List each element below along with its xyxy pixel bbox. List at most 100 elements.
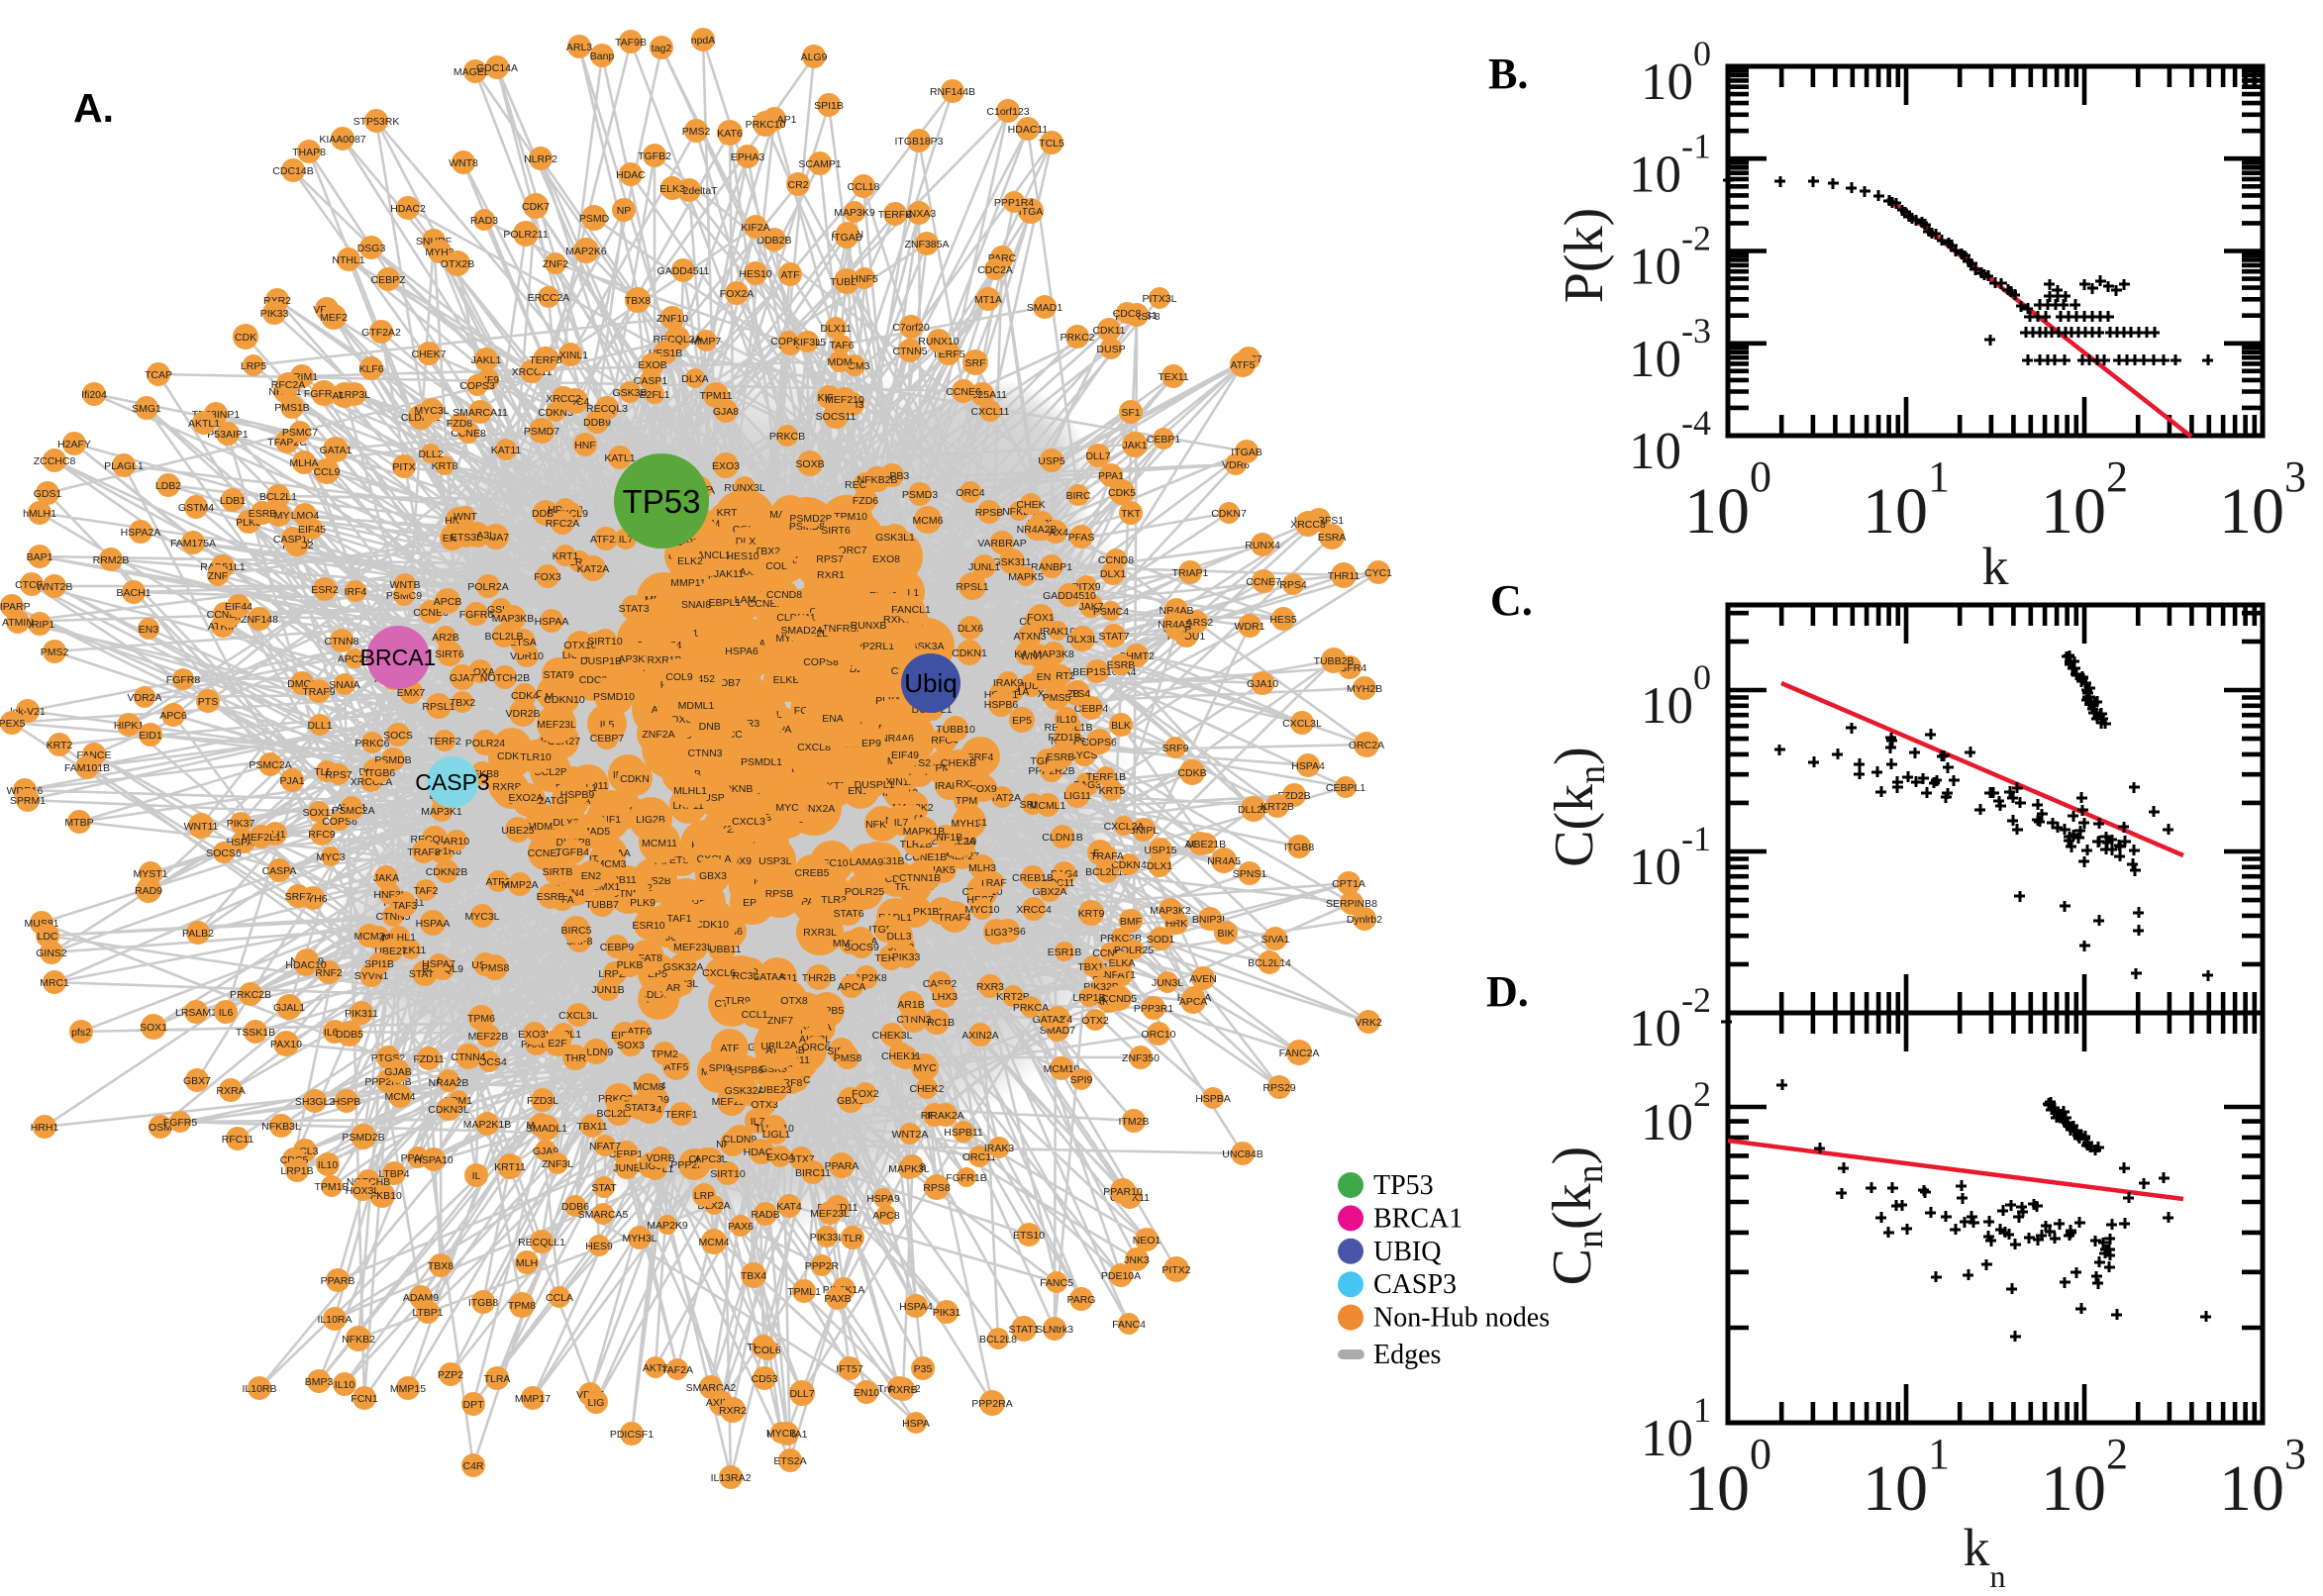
svg-text:CXCL3L: CXCL3L	[558, 1010, 598, 1022]
svg-text:ELKB: ELKB	[773, 674, 800, 686]
svg-text:SPI1B: SPI1B	[814, 100, 844, 112]
svg-text:NFAT1: NFAT1	[1104, 969, 1136, 981]
svg-text:MMP11: MMP11	[670, 577, 706, 589]
svg-text:ITGB8: ITGB8	[1284, 842, 1315, 853]
svg-text:DLL7: DLL7	[789, 1388, 814, 1400]
svg-text:STAT3: STAT3	[618, 603, 649, 615]
svg-text:KAT4: KAT4	[776, 1201, 802, 1213]
svg-text:CASP3: CASP3	[415, 769, 489, 795]
svg-text:CDKN1: CDKN1	[952, 648, 987, 659]
svg-text:MMP2A: MMP2A	[501, 879, 538, 891]
svg-text:WDR1: WDR1	[1235, 621, 1265, 633]
svg-text:AR1B: AR1B	[897, 999, 924, 1011]
svg-text:SMG1: SMG1	[132, 403, 161, 415]
svg-text:BAP1: BAP1	[27, 551, 53, 563]
svg-text:CHEK2: CHEK2	[909, 1083, 944, 1095]
svg-text:HNF5: HNF5	[851, 273, 878, 285]
svg-text:LDC: LDC	[37, 931, 57, 943]
svg-text:PLAGL1: PLAGL1	[104, 460, 144, 472]
svg-text:PPP2RA: PPP2RA	[971, 1398, 1012, 1410]
svg-text:EN: EN	[1037, 671, 1052, 683]
svg-text:VARBRAP: VARBRAP	[977, 538, 1026, 549]
svg-text:RPS8: RPS8	[923, 1182, 951, 1194]
svg-text:SPRM1: SPRM1	[10, 795, 46, 807]
svg-text:MAP3KB: MAP3KB	[492, 613, 535, 625]
svg-text:MCM8: MCM8	[634, 1081, 664, 1093]
svg-text:ARL3: ARL3	[566, 42, 592, 53]
svg-text:SPNS1: SPNS1	[1233, 868, 1267, 880]
svg-text:PTS: PTS	[198, 696, 218, 708]
svg-text:IL10: IL10	[1057, 714, 1077, 726]
svg-text:APCA: APCA	[838, 981, 866, 993]
svg-text:JAK5: JAK5	[930, 864, 955, 876]
svg-text:PRKC2: PRKC2	[1060, 332, 1094, 344]
svg-text:EXO8: EXO8	[872, 553, 900, 565]
svg-text:LHX3: LHX3	[932, 991, 958, 1003]
svg-text:RUNX4: RUNX4	[1245, 540, 1280, 551]
svg-text:PDE10A: PDE10A	[1101, 1270, 1141, 1282]
svg-text:RUNX3L: RUNX3L	[724, 482, 765, 494]
svg-text:MYST1: MYST1	[133, 868, 167, 880]
svg-text:GSK311: GSK311	[993, 556, 1032, 568]
svg-text:DLL2: DLL2	[418, 449, 443, 460]
svg-text:PRKC2B: PRKC2B	[230, 989, 271, 1001]
svg-text:DLXA: DLXA	[681, 373, 708, 385]
svg-text:SMARCA11: SMARCA11	[453, 407, 508, 419]
svg-text:CR2: CR2	[787, 179, 808, 191]
svg-text:MEF23L: MEF23L	[537, 719, 576, 731]
svg-text:HES5: HES5	[1269, 614, 1297, 626]
svg-text:HSPA10: HSPA10	[414, 1154, 454, 1166]
svg-text:BMP3: BMP3	[305, 1376, 334, 1388]
svg-text:Ubiq: Ubiq	[904, 668, 957, 698]
svg-text:AR10: AR10	[444, 836, 469, 848]
svg-text:CDK7: CDK7	[522, 201, 550, 213]
svg-text:HES10: HES10	[726, 550, 758, 562]
svg-text:FANC4: FANC4	[1112, 1319, 1146, 1331]
svg-text:GDS1: GDS1	[34, 488, 62, 500]
svg-text:C4R: C4R	[462, 1460, 483, 1472]
svg-text:TAF9B: TAF9B	[615, 37, 647, 49]
svg-text:E2FL1: E2FL1	[640, 389, 670, 401]
svg-text:RFC9: RFC9	[308, 829, 336, 841]
svg-text:OSM: OSM	[149, 1122, 172, 1134]
svg-text:TCAP: TCAP	[145, 369, 172, 381]
svg-text:BACH1: BACH1	[116, 587, 151, 599]
svg-text:SIRT6: SIRT6	[821, 525, 851, 537]
svg-text:MCM11: MCM11	[642, 838, 677, 849]
svg-text:DLL3: DLL3	[886, 931, 911, 943]
svg-text:ESR2: ESR2	[311, 584, 339, 596]
svg-text:CDKN3: CDKN3	[538, 407, 573, 419]
svg-text:MYC10: MYC10	[964, 904, 999, 916]
svg-text:NTHL1: NTHL1	[332, 254, 364, 266]
svg-text:HSPAA: HSPAA	[416, 918, 451, 930]
svg-text:PRKC6: PRKC6	[354, 738, 389, 749]
svg-text:CDKN2B: CDKN2B	[426, 866, 468, 878]
svg-text:BIRC: BIRC	[1065, 490, 1091, 502]
svg-text:GSK3B: GSK3B	[612, 387, 647, 399]
svg-text:OTX2: OTX2	[1081, 1015, 1109, 1027]
svg-text:BCL2L1: BCL2L1	[259, 491, 297, 503]
svg-text:SOCS9: SOCS9	[844, 942, 879, 953]
svg-text:PSMC4: PSMC4	[1093, 606, 1129, 618]
svg-text:CTNN5: CTNN5	[892, 346, 927, 357]
svg-text:ZCCHC8: ZCCHC8	[34, 455, 76, 467]
svg-text:TBX2: TBX2	[450, 697, 475, 709]
svg-text:CTNN3: CTNN3	[687, 748, 722, 759]
svg-text:EIF45: EIF45	[298, 524, 326, 536]
svg-text:CASP3: CASP3	[1373, 1269, 1457, 1300]
svg-text:RXRB: RXRB	[888, 1384, 917, 1396]
svg-text:KLF6: KLF6	[358, 363, 383, 375]
svg-text:APCB: APCB	[434, 596, 462, 608]
svg-text:LRP1B: LRP1B	[280, 1165, 313, 1177]
svg-text:HSPA6: HSPA6	[725, 646, 758, 657]
svg-text:KIF2A: KIF2A	[741, 222, 769, 234]
svg-text:CEBPL1: CEBPL1	[1326, 782, 1365, 794]
svg-text:CCNE7: CCNE7	[1246, 576, 1281, 588]
svg-text:OTX8: OTX8	[780, 995, 808, 1007]
svg-text:UBE21B: UBE21B	[1186, 839, 1226, 850]
svg-text:ITGB6: ITGB6	[365, 767, 396, 779]
svg-text:CDK5: CDK5	[1108, 487, 1136, 499]
svg-text:MCM4: MCM4	[385, 1091, 416, 1103]
svg-text:ANXA3: ANXA3	[902, 208, 937, 220]
svg-text:LIGL1: LIGL1	[762, 1129, 791, 1141]
